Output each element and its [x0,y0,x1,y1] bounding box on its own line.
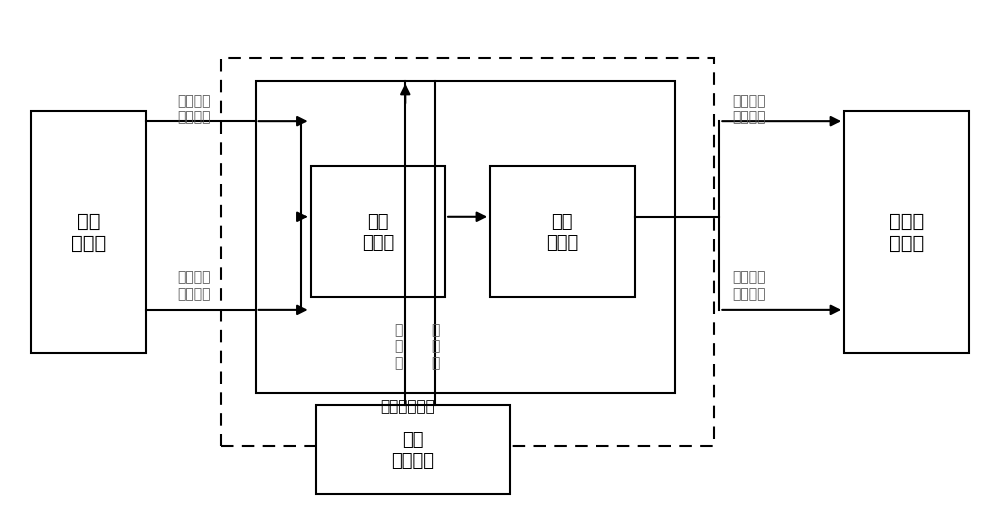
Bar [844,112,969,353]
Text: 二
次
谐: 二 次 谐 [431,323,439,369]
Text: 波
幅
值: 波 幅 值 [394,323,402,369]
Bar [256,82,675,393]
Text: 余弦绕组
输出信号: 余弦绕组 输出信号 [177,94,211,124]
Bar [316,406,510,493]
Text: 正向
放大器: 正向 放大器 [546,213,578,252]
Bar [221,59,714,446]
Text: 误差
表征单元: 误差 表征单元 [391,430,434,469]
Text: 幅值校正单元: 幅值校正单元 [380,398,435,413]
Bar [311,167,445,298]
Text: 相角校
正单元: 相角校 正单元 [889,212,924,253]
Text: 电压
跟随器: 电压 跟随器 [362,213,394,252]
Text: 正弦绕组
输出信号: 正弦绕组 输出信号 [177,270,211,300]
Text: 幅值校正
余弦信号: 幅值校正 余弦信号 [733,94,766,124]
Bar [490,167,635,298]
Text: 幅值校正
正弦信号: 幅值校正 正弦信号 [733,270,766,300]
Bar [31,112,146,353]
Text: 旋转
变压器: 旋转 变压器 [71,212,106,253]
